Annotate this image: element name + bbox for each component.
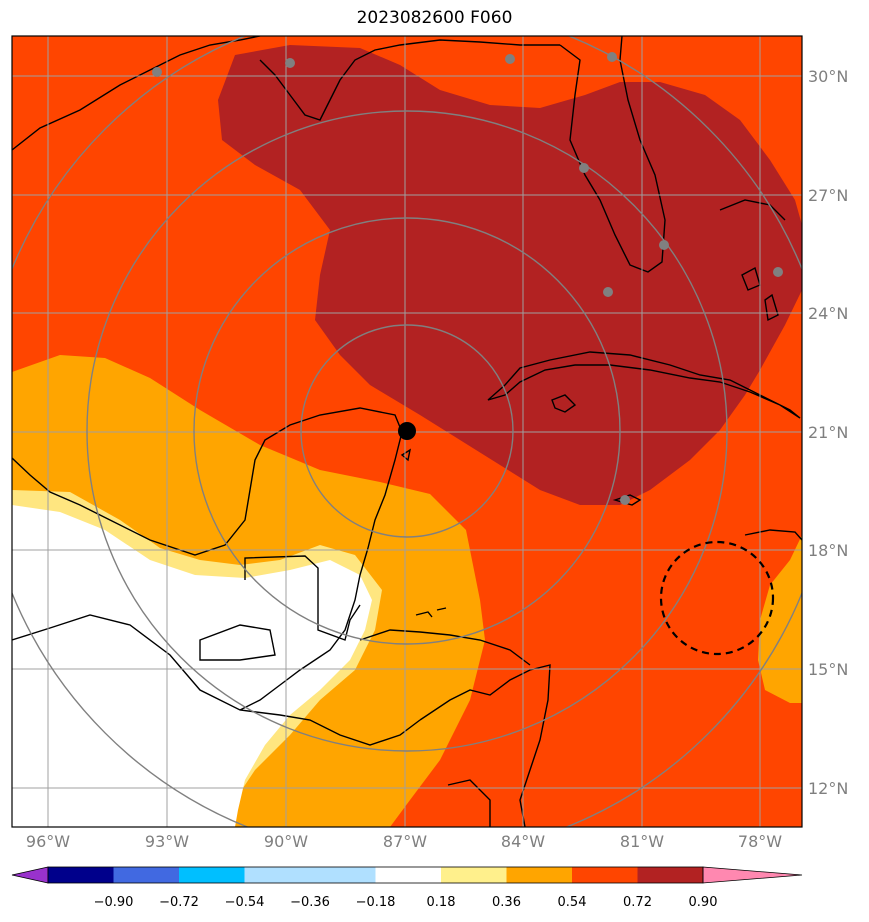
lon-label: 96°W [26, 832, 70, 851]
colorbar-segment [637, 867, 703, 883]
colorbar-tick: 0.54 [558, 895, 587, 910]
station-marker [505, 54, 515, 64]
lat-label: 21°N [808, 423, 848, 442]
map-title: 2023082600 F060 [356, 8, 513, 28]
colorbar-segment [48, 867, 114, 883]
colorbar-tick: 0.72 [623, 895, 652, 910]
lat-label: 12°N [808, 779, 848, 798]
station-marker [659, 240, 669, 250]
colorbar-segment [244, 867, 310, 883]
colorbar-tick: 0.36 [492, 895, 521, 910]
colorbar-segment [113, 867, 179, 883]
colorbar-tick: −0.18 [356, 895, 396, 910]
colorbar-tick: −0.72 [159, 895, 199, 910]
lat-label: 30°N [808, 67, 848, 86]
colorbar-segment [179, 867, 245, 883]
station-marker [620, 495, 630, 505]
graticule [12, 36, 802, 827]
lon-label: 87°W [383, 832, 427, 851]
lon-label: 84°W [501, 832, 545, 851]
lon-labels: 96°W 93°W 90°W 87°W 84°W 81°W 78°W [26, 832, 782, 851]
lat-label: 15°N [808, 660, 848, 679]
station-marker [285, 58, 295, 68]
lat-label: 24°N [808, 304, 848, 323]
colorbar-tick: −0.54 [225, 895, 265, 910]
station-marker [607, 52, 617, 62]
colorbar-segment [572, 867, 638, 883]
lon-label: 93°W [145, 832, 189, 851]
colorbar-segment [310, 867, 376, 883]
station-marker [579, 163, 589, 173]
storm-center-marker [398, 422, 416, 440]
station-marker [773, 267, 783, 277]
colorbar-tick: 0.90 [689, 895, 718, 910]
lat-label: 18°N [808, 541, 848, 560]
field-orange-east [758, 535, 802, 703]
colorbar-tick: −0.36 [290, 895, 330, 910]
colorbar-extend-left [11, 866, 49, 884]
colorbar-extend-right [702, 866, 803, 884]
lat-label: 27°N [808, 186, 848, 205]
colorbar: −0.90 −0.72 −0.54 −0.36 −0.18 0.18 0.36 … [11, 866, 803, 910]
dashed-contour [659, 540, 775, 656]
lat-labels: 30°N 27°N 24°N 21°N 18°N 15°N 12°N [808, 67, 848, 798]
lon-label: 78°W [738, 832, 782, 851]
coastlines [12, 36, 802, 827]
field-dark-red [218, 45, 802, 505]
map-area [12, 36, 802, 827]
range-rings [12, 36, 802, 827]
station-marker [603, 287, 613, 297]
colorbar-tick: −0.90 [94, 895, 134, 910]
lon-label: 90°W [264, 832, 308, 851]
colorbar-segment [375, 867, 441, 883]
station-marker [152, 67, 162, 77]
stations [152, 52, 783, 505]
lon-label: 81°W [620, 832, 664, 851]
colorbar-segment [506, 867, 572, 883]
colorbar-segment [441, 867, 507, 883]
field-white [12, 505, 372, 827]
colorbar-tick: 0.18 [427, 895, 456, 910]
map-frame [11, 35, 803, 828]
